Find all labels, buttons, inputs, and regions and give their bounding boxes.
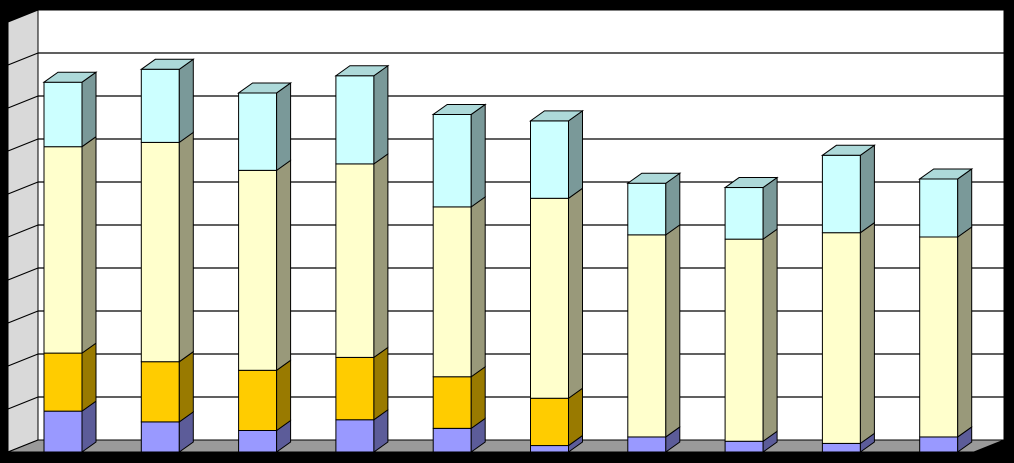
- bar-segment: [821, 442, 861, 453]
- bar-segment: [335, 75, 375, 165]
- bar-top: [431, 103, 487, 115]
- bar-segment: [140, 68, 180, 143]
- bar-side: [470, 103, 486, 208]
- bar-side: [957, 167, 973, 238]
- bar-side: [81, 135, 97, 355]
- bar-side: [276, 159, 292, 372]
- gridline-side: [7, 267, 39, 281]
- bar-segment: [821, 154, 861, 234]
- gridline-side: [7, 181, 39, 195]
- bar-segment: [432, 376, 472, 429]
- bar-segment: [432, 206, 472, 378]
- bar-side: [276, 359, 292, 432]
- bar-segment: [627, 234, 667, 438]
- bar-top: [334, 65, 390, 77]
- bar-side: [470, 195, 486, 378]
- bar-segment: [140, 361, 180, 423]
- bar-segment: [724, 440, 764, 453]
- bar-side: [859, 221, 875, 445]
- bar-segment: [432, 427, 472, 453]
- bar-segment: [821, 232, 861, 444]
- bar-segment: [335, 419, 375, 453]
- gridline-side: [7, 310, 39, 324]
- bar-top: [528, 110, 585, 122]
- bar-top: [918, 168, 974, 180]
- bar-side: [859, 144, 875, 234]
- bar-segment: [432, 113, 472, 208]
- bar-segment: [43, 410, 83, 453]
- gridline-side: [7, 353, 39, 367]
- bar-segment: [530, 397, 569, 447]
- bar-segment: [238, 369, 278, 431]
- bar-side: [178, 131, 194, 363]
- bar-segment: [238, 169, 278, 371]
- bar-segment: [43, 146, 83, 354]
- bar-segment: [724, 187, 764, 240]
- bar-segment: [335, 356, 375, 421]
- bar-segment: [530, 197, 569, 399]
- bar-side: [470, 365, 486, 430]
- bar-side: [957, 226, 973, 438]
- bar-top: [626, 172, 682, 184]
- bar-side: [762, 228, 778, 443]
- bar-segment: [140, 141, 180, 363]
- bar-top: [820, 144, 876, 156]
- bar-segment: [627, 436, 667, 453]
- gridline-side: [7, 396, 39, 410]
- bar-side: [373, 64, 389, 165]
- gridline-side: [7, 138, 39, 152]
- bar-side: [665, 223, 681, 438]
- gridline-side: [7, 52, 39, 66]
- bar-top: [42, 71, 98, 83]
- bar-side: [81, 71, 97, 148]
- bar-segment: [530, 445, 569, 453]
- bar-side: [373, 152, 389, 359]
- bar-segment: [919, 178, 959, 238]
- bar-top: [723, 177, 779, 189]
- bar-segment: [919, 436, 959, 453]
- bar-segment: [724, 238, 764, 442]
- bar-segment: [919, 236, 959, 438]
- gridline-side: [7, 224, 39, 238]
- bar-side: [568, 109, 583, 200]
- bar-top: [237, 82, 293, 94]
- bar-segment: [335, 163, 375, 358]
- bar-side: [568, 187, 583, 400]
- gridline-side: [7, 95, 39, 109]
- bar-segment: [43, 352, 83, 412]
- bar-segment: [627, 182, 667, 236]
- bar-side: [373, 346, 389, 421]
- bar-side: [762, 176, 778, 241]
- bar-segment: [238, 430, 278, 453]
- bar-segment: [238, 92, 278, 171]
- bar-segment: [140, 421, 180, 453]
- bar-side: [276, 81, 292, 172]
- bar-stacks: [42, 58, 974, 453]
- bar-side: [81, 342, 97, 413]
- bar-top: [139, 58, 195, 70]
- bar-side: [178, 58, 194, 144]
- bar-side: [665, 172, 681, 236]
- bar-segment: [43, 81, 83, 148]
- bar-side: [178, 350, 194, 423]
- bar-segment: [530, 120, 569, 199]
